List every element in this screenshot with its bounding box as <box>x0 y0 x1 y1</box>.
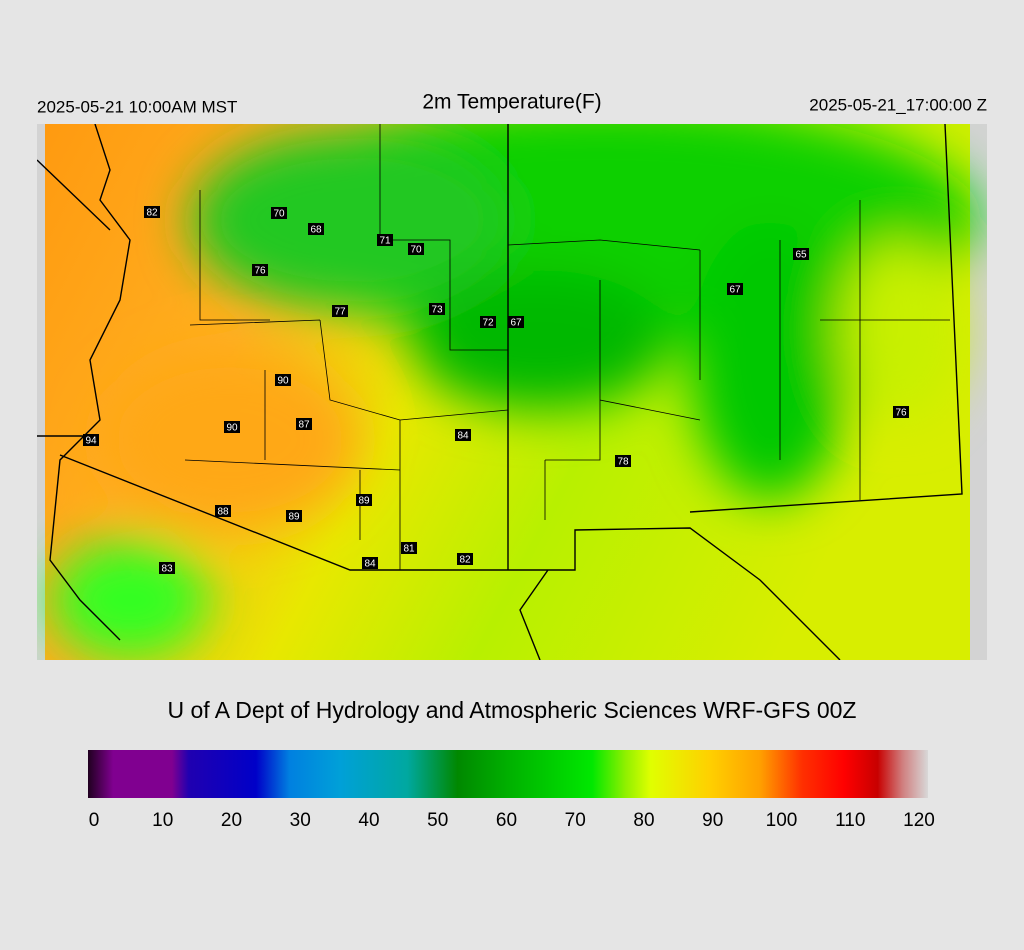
colorbar-tick-label: 90 <box>702 810 723 831</box>
station-value: 76 <box>895 408 907 419</box>
colorbar-tick-label: 110 <box>835 810 865 831</box>
station-box <box>793 248 809 260</box>
station-box <box>377 234 393 246</box>
station-value: 82 <box>146 208 158 219</box>
station-box <box>408 243 424 255</box>
utc-time: 2025-05-21_17:00:00 Z <box>809 95 987 114</box>
station-value: 67 <box>510 318 522 329</box>
station-value: 67 <box>729 285 741 296</box>
colorbar-tick-label: 30 <box>290 810 311 831</box>
station-box <box>308 223 324 235</box>
map-title: 2m Temperature(F) <box>422 91 601 114</box>
station-box <box>727 283 743 295</box>
station-box <box>252 264 268 276</box>
station-box <box>508 316 524 328</box>
station-value: 73 <box>431 305 443 316</box>
map <box>37 124 987 660</box>
station-box <box>362 557 378 569</box>
station-box <box>215 505 231 517</box>
credit: U of A Dept of Hydrology and Atmospheric… <box>167 697 856 723</box>
colorbar-tick-label: 100 <box>766 810 798 831</box>
station-box <box>455 429 471 441</box>
station-box <box>159 562 175 574</box>
station-box <box>224 421 240 433</box>
station-value: 72 <box>482 318 494 329</box>
station-value: 70 <box>410 245 422 256</box>
colorbar-tick-label: 40 <box>358 810 379 831</box>
station-value: 71 <box>379 236 391 247</box>
colorbar-tick-label: 120 <box>903 810 935 831</box>
station-box <box>356 494 372 506</box>
station-box <box>286 510 302 522</box>
station-box <box>144 206 160 218</box>
station-box <box>401 542 417 554</box>
station-box <box>429 303 445 315</box>
colorbar-tick-label: 60 <box>496 810 517 831</box>
station-value: 89 <box>288 512 300 523</box>
station-value: 84 <box>457 431 469 442</box>
station-value: 83 <box>161 564 173 575</box>
station-value: 81 <box>403 544 415 555</box>
station-value: 68 <box>310 225 322 236</box>
station-value: 84 <box>364 559 376 570</box>
station-value: 89 <box>358 496 370 507</box>
station-labels: 82 70 68 71 70 76 77 73 72 67 65 67 90 90 87 84 94 76 78 89… <box>83 206 909 575</box>
station-value: 90 <box>226 423 238 434</box>
station-value: 90 <box>277 376 289 387</box>
station-box <box>457 553 473 565</box>
colorbar-tick-label: 80 <box>633 810 654 831</box>
station-value: 77 <box>334 307 346 318</box>
station-value: 70 <box>273 209 285 220</box>
station-box <box>615 455 631 467</box>
station-box <box>296 418 312 430</box>
station-value: 76 <box>254 266 266 277</box>
station-box <box>480 316 496 328</box>
station-value: 78 <box>617 457 629 468</box>
colorbar-ticks: 0 10 20 30 40 50 60 70 80 90 100 110 120 <box>89 810 935 831</box>
valid-time: 2025-05-21 10:00AM MST <box>37 97 237 116</box>
colorbar-tick-label: 10 <box>152 810 173 831</box>
colorbar-tick-label: 0 <box>89 810 100 831</box>
colorbar <box>88 750 928 798</box>
station-value: 65 <box>795 250 807 261</box>
station-box <box>275 374 291 386</box>
station-value: 94 <box>85 436 97 447</box>
station-box <box>271 207 287 219</box>
station-value: 87 <box>298 420 310 431</box>
station-box <box>332 305 348 317</box>
station-value: 82 <box>459 555 471 566</box>
station-box <box>83 434 99 446</box>
station-value: 88 <box>217 507 229 518</box>
colorbar-tick-label: 50 <box>427 810 448 831</box>
station-box <box>893 406 909 418</box>
colorbar-tick-label: 70 <box>565 810 586 831</box>
colorbar-tick-label: 20 <box>221 810 242 831</box>
